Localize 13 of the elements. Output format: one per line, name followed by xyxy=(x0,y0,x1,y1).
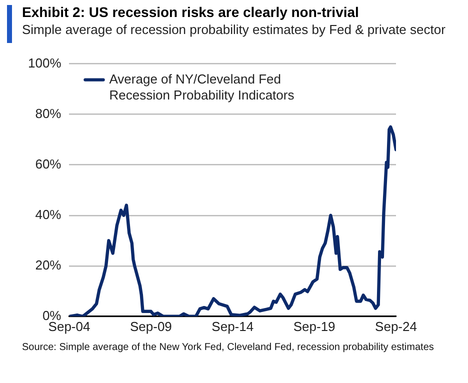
x-tick-label: Sep-19 xyxy=(293,318,336,334)
y-tick-label: 20% xyxy=(35,257,62,272)
source-note: Source: Simple average of the New York Fed, Cleveland Fed, recession probability estimates xyxy=(22,342,435,353)
x-tick-label: Sep-24 xyxy=(375,318,417,334)
x-tick-label: Sep-14 xyxy=(212,318,254,334)
y-tick-label: 40% xyxy=(35,206,62,222)
legend-label: Average of NY/Cleveland Fed Recession Probability Indicators xyxy=(109,71,295,102)
chart-title: Exhibit 2: US recession risks are clearly non-trivial xyxy=(22,4,360,21)
chart-subtitle: Simple average of recession probability estimates by Fed & private sector xyxy=(22,21,446,38)
y-tick-label: 80% xyxy=(35,106,62,121)
y-tick-label: 60% xyxy=(35,156,62,172)
y-tick-label: 100% xyxy=(28,55,62,70)
x-tick-label: Sep-09 xyxy=(130,318,172,334)
